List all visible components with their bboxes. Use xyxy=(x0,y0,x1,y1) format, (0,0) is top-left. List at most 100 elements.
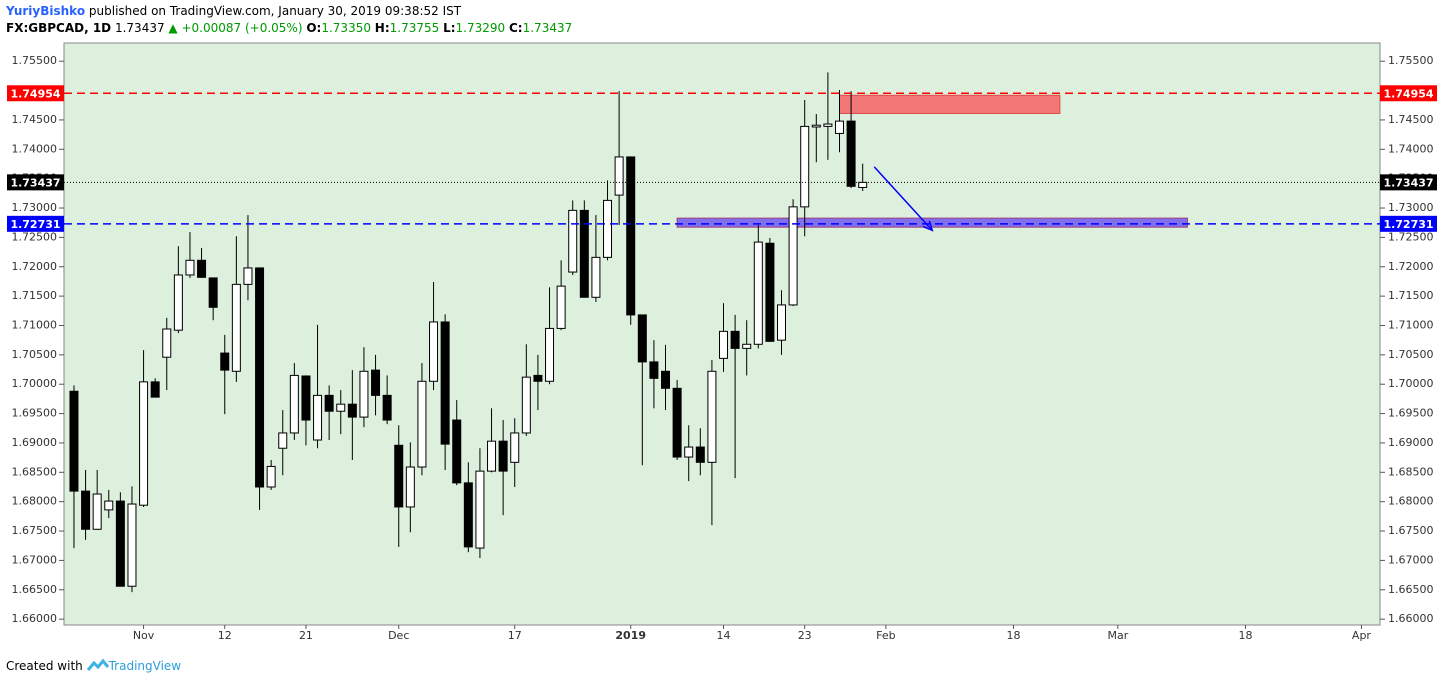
candle-body xyxy=(788,206,798,306)
x-tick-label: Mar xyxy=(1107,629,1128,642)
candle-body xyxy=(255,267,265,488)
y-tick-label: 1.66500 xyxy=(1388,583,1434,596)
candle-body xyxy=(579,209,589,298)
candle-body xyxy=(487,440,497,472)
candle-body xyxy=(823,123,833,127)
candle-body xyxy=(637,314,647,363)
candle-body xyxy=(603,199,613,258)
created: Created with xyxy=(6,659,83,673)
candle-body xyxy=(834,120,844,134)
candle-body xyxy=(811,124,821,128)
price-tag xyxy=(1380,174,1437,191)
candle-body xyxy=(719,330,729,359)
price-tag xyxy=(1380,215,1437,232)
candle-body xyxy=(405,466,415,508)
candle-body xyxy=(185,259,195,276)
price-tag-label: 1.73437 xyxy=(10,176,60,189)
y-tick-label: 1.69000 xyxy=(1388,436,1434,449)
brand[interactable]: TradingView xyxy=(108,659,182,673)
o: 1.73350 xyxy=(321,21,371,35)
y-tick-label: 1.68500 xyxy=(12,465,58,478)
candle-body xyxy=(777,304,787,341)
price-tag-label: 1.73437 xyxy=(1383,176,1433,189)
y-tick-label: 1.74500 xyxy=(1388,113,1434,126)
y-tick-label: 1.68000 xyxy=(12,495,58,508)
price-tag xyxy=(1380,85,1437,102)
y-tick-label: 1.70500 xyxy=(12,348,58,361)
y-tick-label: 1.73000 xyxy=(1388,201,1434,214)
candle-body xyxy=(127,503,137,587)
c: 1.73437 xyxy=(522,21,573,35)
change: +0.00087 (+0.05%) xyxy=(181,21,303,35)
candle-body xyxy=(139,381,149,506)
y-tick-label: 1.73000 xyxy=(12,201,58,214)
candle-body xyxy=(521,376,531,434)
candle-body xyxy=(707,370,717,463)
y-tick-label: 1.67000 xyxy=(1388,553,1434,566)
up-icon: ▲ xyxy=(168,21,178,35)
y-tick-label: 1.66000 xyxy=(12,612,58,625)
candle-body xyxy=(313,394,323,441)
l-label: L: xyxy=(443,21,456,35)
y-tick-label: 1.67500 xyxy=(1388,524,1434,537)
arrow xyxy=(873,166,933,231)
candle-body xyxy=(440,321,450,445)
candle-body xyxy=(753,241,763,345)
candle-body xyxy=(452,419,462,484)
y-tick-label: 1.71500 xyxy=(1388,289,1434,302)
y-tick-label: 1.74500 xyxy=(12,113,58,126)
candle-body xyxy=(846,120,856,187)
y-tick-label: 1.66000 xyxy=(1388,612,1434,625)
candle-body xyxy=(347,403,357,418)
y-tick-label: 1.70000 xyxy=(1388,377,1434,390)
candle-body xyxy=(150,381,160,398)
candle-body xyxy=(661,370,671,389)
o-label: O: xyxy=(306,21,322,35)
footer: Created with TradingView xyxy=(6,658,181,673)
candle-body xyxy=(92,493,102,530)
y-tick-label: 1.71500 xyxy=(12,289,58,302)
l: 1.73290 xyxy=(455,21,506,35)
candle-body xyxy=(289,374,299,434)
candle-body xyxy=(614,156,624,196)
candle-body xyxy=(243,267,253,285)
candle-body xyxy=(800,125,810,208)
price-tag xyxy=(7,174,64,191)
y-tick-label: 1.72500 xyxy=(1388,230,1434,243)
candle-body xyxy=(220,352,230,371)
y-tick-label: 1.70000 xyxy=(12,377,58,390)
arrow-head xyxy=(922,220,934,232)
candle-body xyxy=(197,259,207,278)
x-tick-label: 18 xyxy=(1238,629,1252,642)
last: 1.73437 xyxy=(114,21,165,35)
price-tag xyxy=(7,215,64,232)
candle-body xyxy=(591,256,601,298)
candle-body xyxy=(626,156,636,316)
y-tick-label: 1.74000 xyxy=(1388,142,1434,155)
candle-body xyxy=(463,482,473,548)
candle-body xyxy=(162,328,172,358)
zone-box xyxy=(838,94,1061,114)
y-tick-label: 1.74000 xyxy=(12,142,58,155)
y-tick-label: 1.75500 xyxy=(1388,54,1434,67)
y-tick-label: 1.69500 xyxy=(12,407,58,420)
candle-body xyxy=(556,285,566,329)
header-line: YuriyBishko published on TradingView.com… xyxy=(6,4,461,18)
candle-body xyxy=(742,343,752,349)
candle-body xyxy=(104,500,114,511)
x-tick-label: 12 xyxy=(218,629,232,642)
price-tag-label: 1.72731 xyxy=(10,218,60,231)
candle-body xyxy=(115,500,125,587)
candle-body xyxy=(336,403,346,412)
chart: 1.66000 1.66000 1.66500 1.66500 1.67000 1.670… xyxy=(7,42,1437,642)
price-tag-label: 1.74954 xyxy=(1383,87,1433,100)
candle-body xyxy=(266,465,276,488)
price-tag-label: 1.72731 xyxy=(1383,218,1433,231)
price-tag xyxy=(7,85,64,102)
candle-body xyxy=(278,432,288,449)
x-tick-label: 18 xyxy=(1006,629,1020,642)
candle-body xyxy=(81,490,91,530)
y-tick-label: 1.68500 xyxy=(1388,465,1434,478)
candle-body xyxy=(730,330,740,349)
